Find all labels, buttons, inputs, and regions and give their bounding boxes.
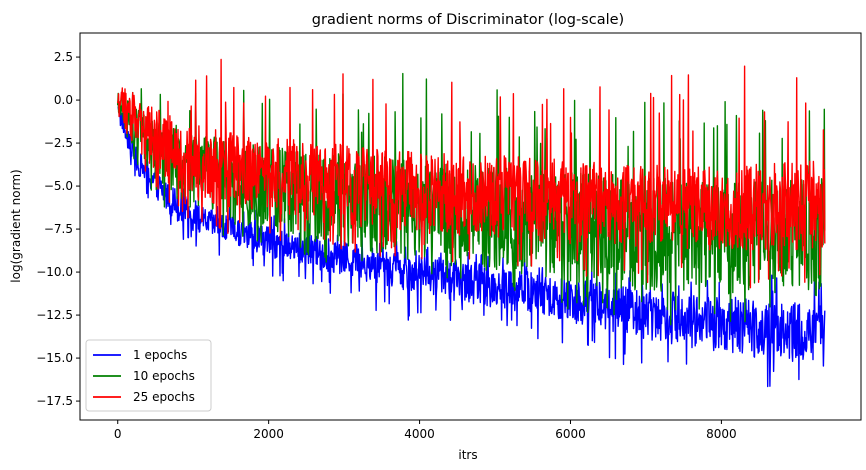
legend-label: 25 epochs — [133, 390, 195, 404]
series-line-1 — [117, 106, 826, 388]
y-tick-label: −15.0 — [36, 351, 73, 365]
x-tick-label: 0 — [114, 427, 122, 441]
y-tick-label: −12.5 — [36, 308, 73, 322]
series-layer — [117, 58, 826, 388]
x-tick-label: 4000 — [404, 427, 435, 441]
x-tick-label: 2000 — [253, 427, 284, 441]
legend: 1 epochs 10 epochs 25 epochs — [85, 339, 212, 412]
legend-box — [85, 339, 212, 412]
y-tick-label: −5.0 — [44, 179, 73, 193]
y-tick-label: 0.0 — [54, 93, 73, 107]
y-tick-label: −7.5 — [44, 222, 73, 236]
x-axis: 0 2000 4000 6000 8000 — [114, 420, 737, 441]
plot-frame — [79, 32, 862, 421]
y-tick-label: −17.5 — [36, 394, 73, 408]
x-tick-label: 8000 — [706, 427, 737, 441]
y-tick-label: −10.0 — [36, 265, 73, 279]
x-axis-title: itrs — [458, 448, 477, 462]
series-line-3 — [117, 58, 826, 289]
series-line-2 — [117, 72, 826, 326]
y-axis: 2.5 0.0 −2.5 −5.0 −7.5 −10.0 −12.5 −15.0 −17.5 — [36, 50, 80, 408]
y-axis-title: log(gradient norm) — [9, 169, 23, 282]
y-tick-label: −2.5 — [44, 136, 73, 150]
y-tick-label: 2.5 — [54, 50, 73, 64]
legend-label: 10 epochs — [133, 369, 195, 383]
x-tick-label: 6000 — [555, 427, 586, 441]
legend-label: 1 epochs — [133, 348, 187, 362]
chart-title: gradient norms of Discriminator (log-sca… — [312, 12, 624, 28]
